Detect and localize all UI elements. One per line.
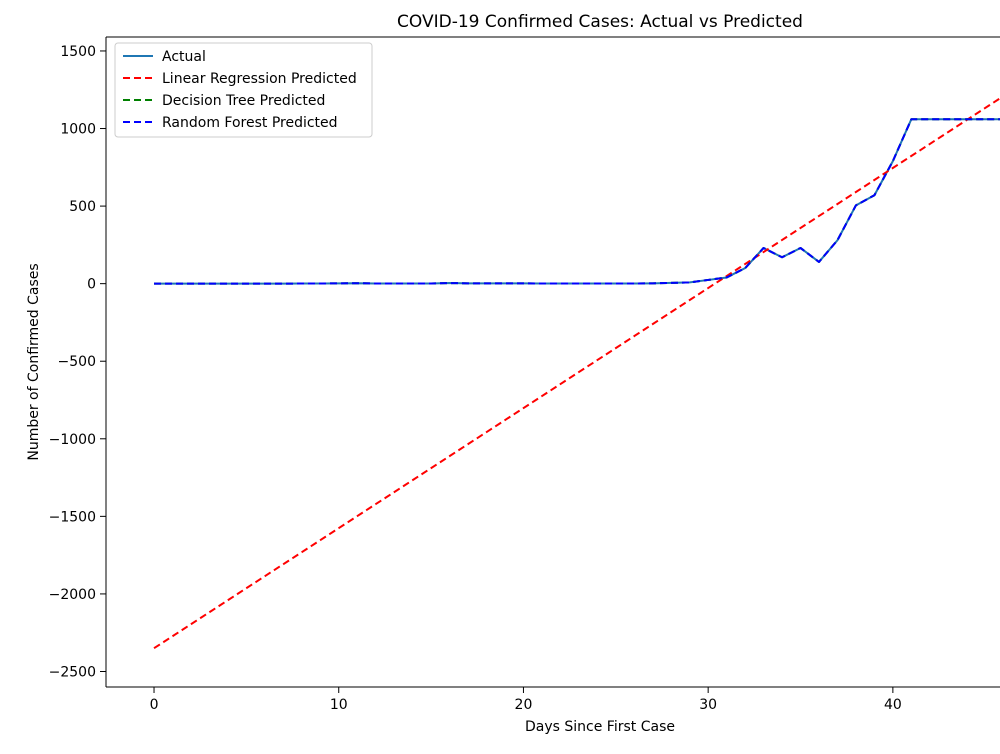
x-tick-label: 0 bbox=[150, 697, 159, 713]
x-axis-label: Days Since First Case bbox=[525, 719, 675, 735]
x-axis-ticks: 0 10 20 30 40 bbox=[150, 687, 902, 713]
series-line-random-forest-predicted bbox=[154, 118, 1000, 285]
y-axis-label: Number of Confirmed Cases bbox=[26, 263, 42, 460]
plot-area bbox=[106, 37, 1000, 687]
y-tick-label: 0 bbox=[87, 277, 96, 293]
legend-label-linear-regression-predicted: Linear Regression Predicted bbox=[162, 71, 357, 87]
y-tick-label: 1500 bbox=[60, 44, 96, 60]
legend-box bbox=[114, 42, 373, 138]
legend-label-actual: Actual bbox=[162, 49, 206, 65]
legend-label-random-forest-predicted: Random Forest Predicted bbox=[162, 115, 338, 131]
x-tick-label: 10 bbox=[330, 697, 348, 713]
legend: Actual Linear Regression Predicted Decisio… bbox=[114, 42, 373, 138]
y-tick-label: −1000 bbox=[49, 432, 96, 448]
y-tick-label: −2500 bbox=[49, 664, 96, 680]
y-tick-label: −500 bbox=[58, 354, 96, 370]
x-tick-label: 40 bbox=[884, 697, 902, 713]
x-tick-label: 20 bbox=[515, 697, 533, 713]
legend-label-decision-tree-predicted: Decision Tree Predicted bbox=[162, 93, 325, 109]
series-layer bbox=[153, 97, 1000, 650]
y-tick-label: −1500 bbox=[49, 509, 96, 525]
y-axis-ticks: 1500 1000 500 0 −500 −1000 −1500 −2000 −2500 bbox=[49, 44, 106, 680]
y-tick-label: 500 bbox=[69, 199, 96, 215]
y-tick-label: 1000 bbox=[60, 122, 96, 138]
x-tick-label: 30 bbox=[699, 697, 717, 713]
series-line-linear-regression-predicted bbox=[153, 97, 1000, 650]
y-tick-label: −2000 bbox=[49, 587, 96, 603]
chart-title: COVID-19 Confirmed Cases: Actual vs Pred… bbox=[397, 12, 803, 32]
